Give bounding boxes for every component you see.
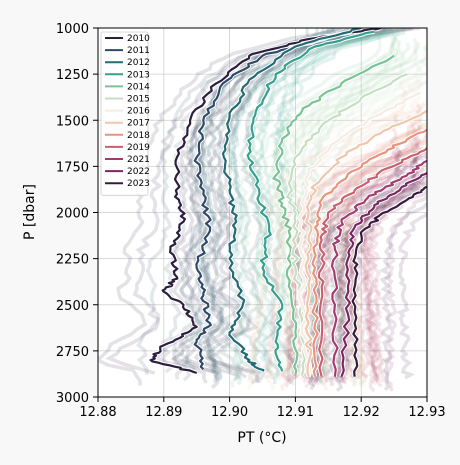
ensemble-trace (320, 134, 427, 391)
ensemble-trace (177, 28, 338, 382)
y-tick-label: 1250 (56, 68, 89, 83)
ensemble-trace (272, 39, 407, 381)
ensemble-trace (363, 181, 427, 380)
legend-entry-2018: 2018 (127, 131, 150, 141)
legend-entry-2021: 2021 (127, 155, 150, 165)
x-tick-label: 12.91 (277, 405, 314, 420)
ensemble-trace (360, 173, 427, 383)
series-line-2012 (221, 28, 362, 372)
y-axis-label: P [dbar] (22, 184, 38, 240)
y-axis: 1000 1250 1500 1750 2000 2250 2500 2750 3000 (56, 22, 98, 406)
legend-entry-2011: 2011 (127, 46, 150, 56)
ensemble-trace (381, 193, 427, 392)
ensemble-trace (396, 212, 427, 380)
legend-entry-2016: 2016 (127, 107, 150, 117)
ensemble-trace (341, 106, 427, 380)
series-line-2018 (311, 128, 427, 377)
legend-entry-2023: 2023 (127, 179, 150, 189)
series-line-2023 (351, 185, 427, 377)
ensemble-trace (228, 28, 372, 386)
series-line-2017 (304, 110, 427, 377)
ensemble-trace (98, 28, 358, 386)
ensemble-trace (327, 79, 427, 379)
y-tick-label: 2000 (56, 207, 89, 222)
legend-entry-2015: 2015 (127, 95, 150, 105)
series-lines (148, 28, 427, 378)
series-line-2014 (272, 54, 395, 376)
y-tick-label: 2750 (56, 345, 89, 360)
ensemble-trace (347, 146, 427, 380)
ensemble-trace (254, 28, 391, 376)
series-line-2022 (340, 171, 427, 378)
ensemble-trace (205, 28, 414, 385)
legend-entry-2013: 2013 (127, 70, 150, 80)
x-tick-label: 12.90 (211, 405, 248, 420)
x-tick-label: 12.93 (408, 405, 445, 420)
ensemble-trace (249, 28, 388, 380)
x-axis-label: PT (°C) (237, 430, 286, 446)
ensemble-trace (239, 28, 373, 384)
ensemble-trace (310, 28, 427, 376)
legend-entry-2010: 2010 (127, 34, 150, 44)
ensemble-trace (241, 28, 378, 373)
series-line-2021 (330, 159, 427, 377)
legend: 2010 2011 2012 2013 2014 2015 2016 2017 2018 2019… (100, 31, 150, 196)
ensemble-trace (170, 28, 398, 375)
ensemble-trace (280, 79, 424, 384)
ensemble-trace (378, 202, 427, 391)
series-line-2019 (317, 147, 427, 377)
ensemble-trace (368, 182, 427, 388)
ensemble-trace (334, 173, 427, 379)
ensemble-trace (206, 28, 421, 384)
series-line-2016 (298, 91, 421, 377)
ensemble-trace (354, 171, 427, 379)
ensemble-trace (359, 149, 427, 386)
y-tick-label: 3000 (56, 391, 89, 406)
legend-entry-2014: 2014 (127, 82, 150, 92)
y-tick-label: 2500 (56, 299, 89, 314)
legend-entry-2012: 2012 (127, 58, 150, 68)
ensemble-trace (365, 171, 427, 384)
ensemble-trace (264, 41, 399, 380)
ensemble-trace (359, 166, 427, 383)
ensemble-trace (178, 28, 326, 373)
ensemble-trace (289, 102, 427, 380)
ensemble-trace (360, 178, 427, 393)
y-tick-label: 2250 (56, 253, 89, 268)
ensemble-trace (333, 151, 422, 392)
ensemble-trace (296, 103, 424, 380)
ensemble-trace (136, 28, 310, 375)
ensemble-trace (193, 28, 362, 380)
ensemble-trace (204, 28, 350, 381)
y-tick-label: 1000 (56, 22, 89, 37)
series-line-2013 (246, 30, 375, 372)
y-tick-label: 1500 (56, 114, 89, 129)
ensemble-trace (179, 28, 394, 381)
x-tick-label: 12.89 (145, 405, 182, 420)
x-tick-label: 12.92 (343, 405, 380, 420)
ensemble-trace (315, 96, 427, 386)
legend-entry-2022: 2022 (127, 167, 150, 177)
ensemble-trace (227, 28, 363, 384)
series-line-2011 (193, 36, 329, 371)
ensemble-trace (246, 67, 391, 382)
ensemble-trace (329, 167, 427, 384)
ensemble-trace (336, 121, 427, 388)
y-tick-label: 1750 (56, 160, 89, 175)
ensemble-trace (105, 28, 381, 375)
x-axis: 12.88 12.89 12.90 12.91 12.92 12.93 (79, 397, 446, 420)
ensemble-trace (198, 28, 331, 374)
ensemble-trace (328, 79, 427, 388)
ensemble-trace (295, 42, 421, 378)
legend-entry-2017: 2017 (127, 119, 150, 129)
series-line-2010 (149, 28, 382, 375)
ensemble-trace (229, 28, 382, 389)
x-tick-label: 12.88 (79, 405, 116, 420)
ensemble-trace (268, 65, 416, 382)
legend-entry-2019: 2019 (127, 143, 150, 153)
legend-box (100, 31, 149, 196)
